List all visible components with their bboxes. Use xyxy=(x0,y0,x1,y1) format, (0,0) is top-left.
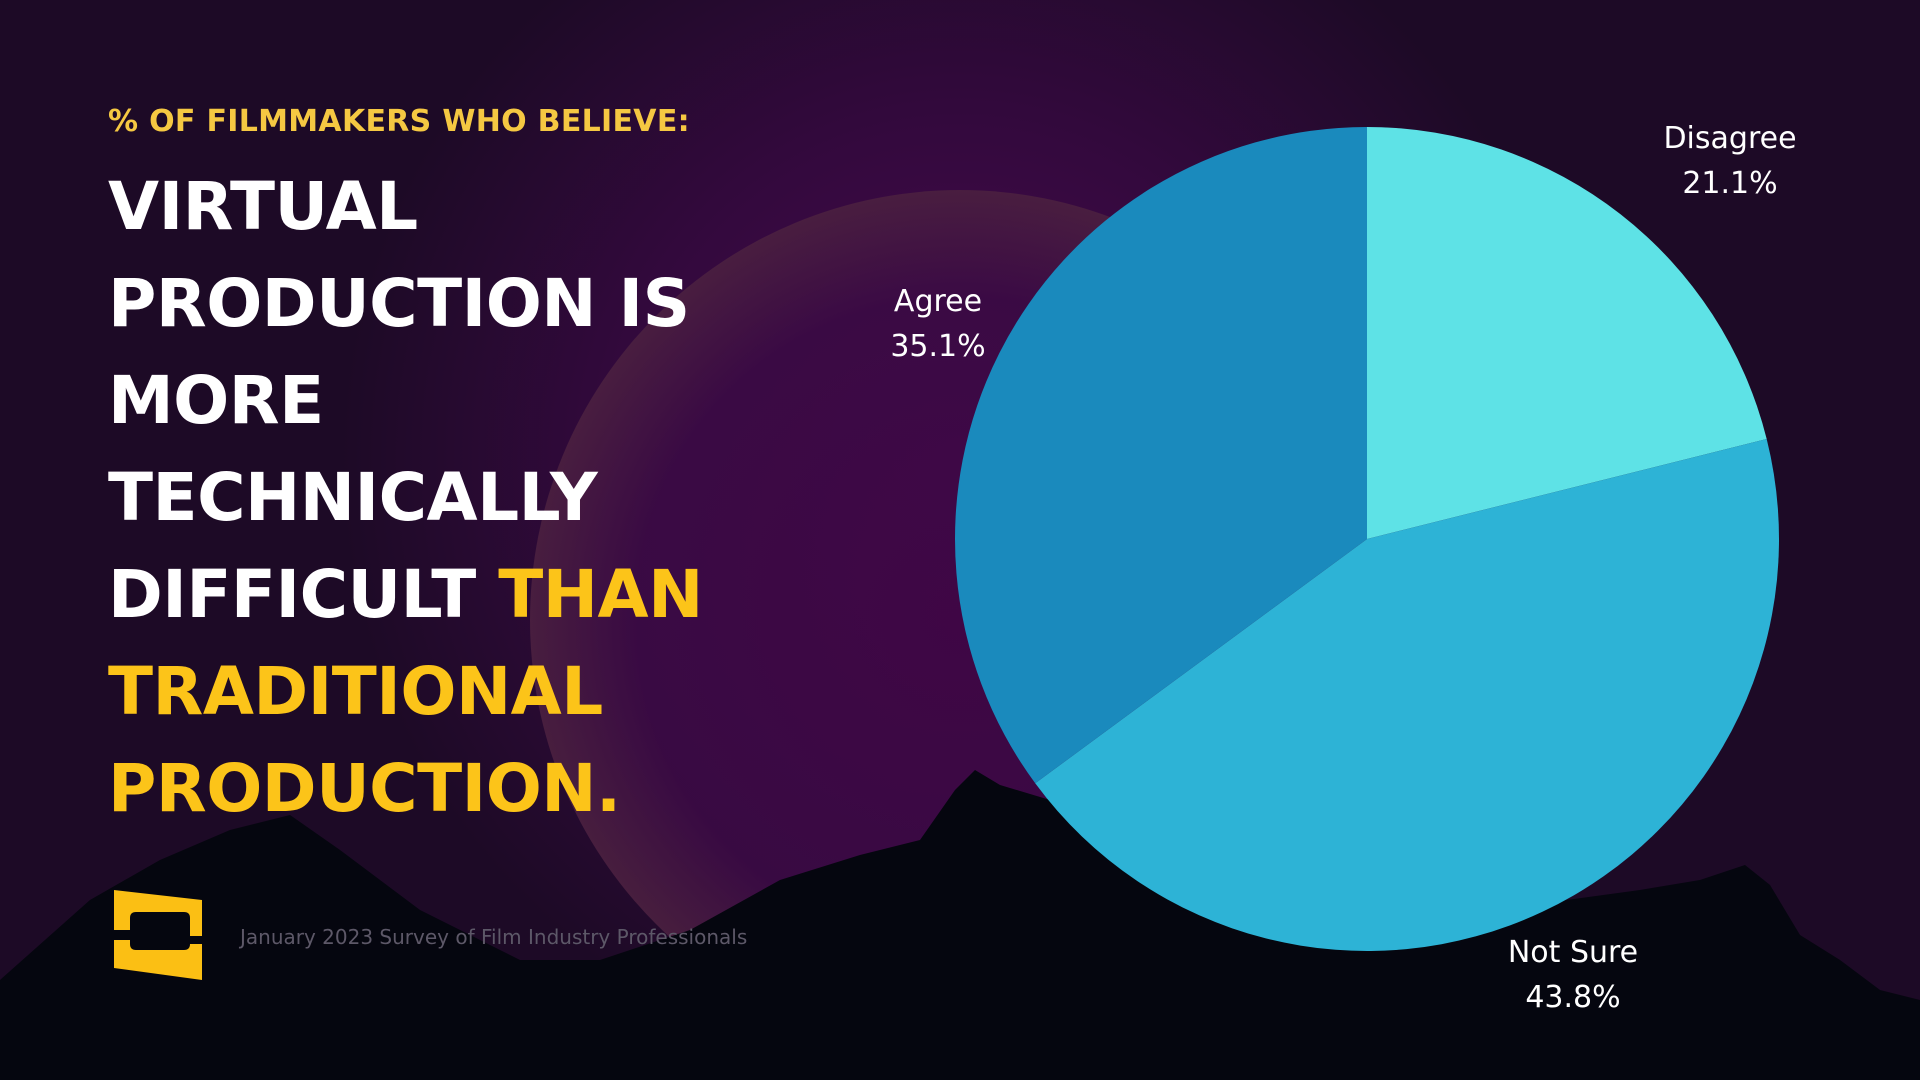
mountain-silhouette xyxy=(0,770,1920,1080)
slice-value-label: 43.8% xyxy=(1525,980,1620,1015)
headline-highlight: THAN TRADITIONAL PRODUCTION. xyxy=(108,556,703,827)
slice-value-label: 35.1% xyxy=(890,329,985,364)
headline-main: VIRTUAL PRODUCTION IS MORE TECHNICALLY D… xyxy=(108,168,690,633)
chart-kicker: % OF FILMMAKERS WHO BELIEVE: xyxy=(108,104,690,139)
slice-label: Agree xyxy=(894,284,982,319)
pie-slice-agree xyxy=(955,127,1367,784)
slice-label: Not Sure xyxy=(1508,935,1638,970)
headline: VIRTUAL PRODUCTION IS MORE TECHNICALLY D… xyxy=(108,158,748,837)
slice-label: Disagree xyxy=(1663,121,1796,156)
slice-value-label: 21.1% xyxy=(1682,166,1777,201)
pie-slice-disagree xyxy=(1367,127,1767,539)
logo-icon xyxy=(114,890,202,980)
pie-slice-not-sure xyxy=(1035,439,1779,951)
source-note: January 2023 Survey of Film Industry Pro… xyxy=(240,925,748,949)
